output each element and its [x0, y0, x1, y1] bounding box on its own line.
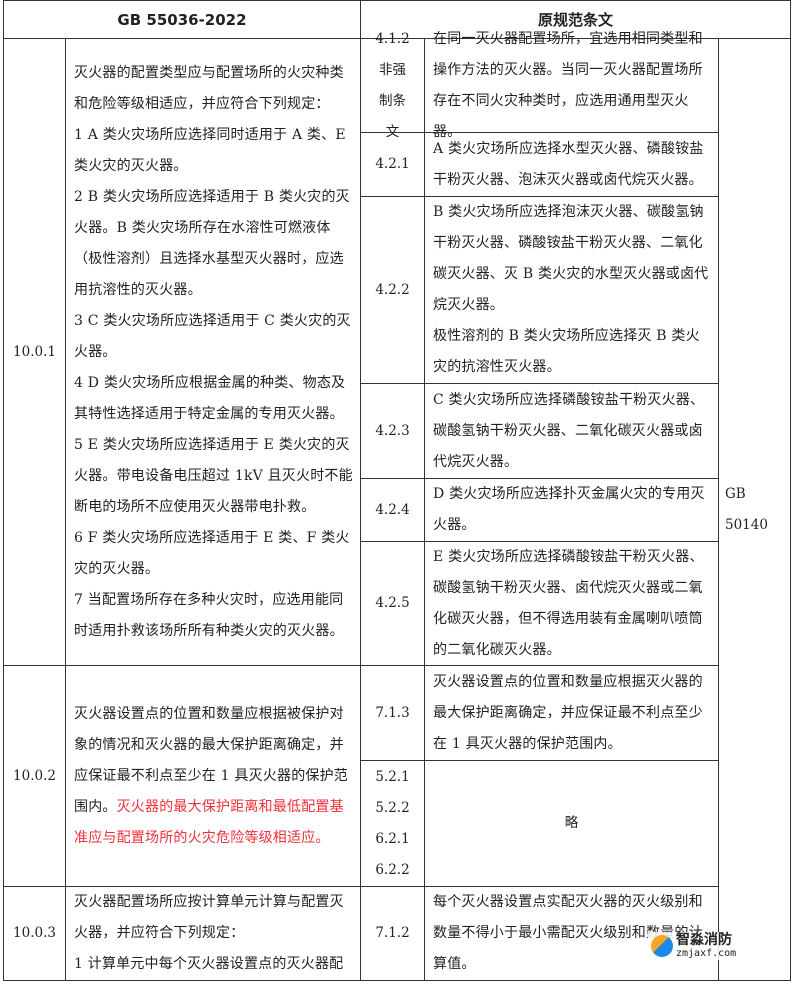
- logo-name: 智淼消防: [676, 932, 732, 948]
- clause-10-0-1: 10.0.1: [3, 38, 66, 666]
- paragraph: 灭火器设置点的位置和数量应根据灭火器的最大保护距离确定，并应保证最不利点至少在 …: [433, 673, 703, 752]
- orig-text-4-2-1: A 类火灾场所应选择水型灭火器、磷酸铵盐干粉灭火器、泡沫灭火器或卤代烷灭火器。: [424, 132, 719, 197]
- orig-num-7-1-3: 7.1.3: [360, 665, 425, 761]
- orig-num-group: 5.2.1 5.2.2 6.2.1 6.2.2: [360, 760, 425, 887]
- orig-text-omitted: 略: [424, 760, 719, 887]
- orig-text-4-2-4: D 类火灾场所应选择扑灭金属火灾的专用灭火器。: [424, 478, 719, 542]
- omitted-text: 略: [564, 815, 579, 831]
- paragraph: 6 F 类火灾场所应选择适用于 E 类、F 类火灾的灭火器。: [74, 529, 350, 577]
- text-normal: 灭火器设置点的位置和数量应根据被保护对象的情况和灭火器的最大保护距离确定，并应保…: [74, 705, 349, 815]
- logo-site: zmjaxf.com: [676, 948, 737, 959]
- orig-text-4-2-3: C 类火灾场所应选择磷酸铵盐干粉灭火器、碳酸氢钠干粉灭火器、二氧化碳灭火器或卤代…: [424, 383, 719, 479]
- orig-number: 5.2.2: [375, 799, 410, 816]
- orig-number: 4.1.2 非强制条文: [375, 30, 410, 140]
- clause-number: 10.0.1: [13, 343, 56, 360]
- paragraph: 3 C 类火灾场所应选择适用于 C 类火灾的灭火器。: [74, 312, 351, 360]
- orig-num-4-1-2: 4.1.2 非强制条文: [360, 31, 425, 140]
- orig-text-4-1-2: 在同一灭火器配置场所，宜选用相同类型和操作方法的灭火器。当同一灭火器配置场所存在…: [424, 31, 719, 140]
- paragraph: 1 计算单元中每个灭火器设置点的灭火器配: [74, 956, 344, 972]
- paragraph: 1 A 类火灾场所应选择同时适用于 A 类、E 类火灾的灭火器。: [74, 126, 346, 174]
- logo-mark-icon: [651, 935, 673, 957]
- paragraph: A 类火灾场所应选择水型灭火器、磷酸铵盐干粉灭火器、泡沫灭火器或卤代烷灭火器。: [433, 140, 704, 188]
- clause-text-10-0-1: 灭火器的配置类型应与配置场所的火灾种类和危险等级相适应，并应符合下列规定： 1 …: [65, 38, 361, 666]
- clause-10-0-2: 10.0.2: [3, 665, 66, 887]
- paragraph: E 类火灾场所应选择磷酸铵盐干粉灭火器、碳酸氢钠干粉灭火器、卤代烷灭火器或二氧化…: [433, 548, 704, 658]
- text-highlight: 灭火器的最大保护距离和最低配置基准应与配置场所的火灾危险等级相适应。: [74, 798, 344, 846]
- clause-text-10-0-2: 灭火器设置点的位置和数量应根据被保护对象的情况和灭火器的最大保护距离确定，并应保…: [65, 665, 361, 887]
- orig-number: 5.2.1: [375, 768, 410, 785]
- clause-number: 10.0.3: [13, 925, 56, 941]
- paragraph: 5 E 类火灾场所应选择适用于 E 类火灾的灭火器。带电设备电压超过 1kV 且…: [74, 436, 353, 515]
- orig-number: 7.1.3: [375, 704, 410, 721]
- header-right-text: 原规范条文: [537, 11, 613, 29]
- paragraph: 2 B 类火灾场所应选择适用于 B 类火灾的灭火器。B 类火灾场所存在水溶性可燃…: [74, 188, 350, 298]
- orig-number: 4.2.3: [375, 422, 410, 439]
- watermark-logo: 智淼消防 zmjaxf.com: [648, 932, 740, 960]
- orig-number: 4.2.2: [375, 281, 410, 298]
- header-gb55036: GB 55036-2022: [3, 0, 361, 39]
- orig-num-7-1-2: 7.1.2: [360, 886, 425, 981]
- orig-text-4-2-2: B 类火灾场所应选择泡沫灭火器、碳酸氢钠干粉灭火器、磷酸铵盐干粉灭火器、二氧化碳…: [424, 196, 719, 384]
- paragraph: D 类火灾场所应选择扑灭金属火灾的专用灭火器。: [433, 486, 705, 533]
- paragraph: 灭火器的配置类型应与配置场所的火灾种类和危险等级相适应，并应符合下列规定：: [74, 64, 344, 112]
- orig-number: 6.2.1: [375, 830, 410, 847]
- header-left-text: GB 55036-2022: [117, 10, 247, 29]
- orig-number: 6.2.2: [375, 861, 410, 878]
- orig-num-4-2-3: 4.2.3: [360, 383, 425, 479]
- paragraph: 在同一灭火器配置场所，宜选用相同类型和操作方法的灭火器。当同一灭火器配置场所存在…: [433, 30, 703, 140]
- clause-10-0-3: 10.0.3: [3, 886, 66, 981]
- clause-number: 10.0.2: [13, 767, 56, 784]
- orig-num-4-2-5: 4.2.5: [360, 541, 425, 666]
- source-standard: GB 50140: [725, 486, 768, 533]
- source-standard-cell: GB 50140: [718, 38, 791, 981]
- clause-text-10-0-3: 灭火器配置场所应按计算单元计算与配置灭火器，并应符合下列规定： 1 计算单元中每…: [65, 886, 361, 981]
- orig-num-4-2-1: 4.2.1: [360, 132, 425, 197]
- orig-num-4-2-4: 4.2.4: [360, 478, 425, 542]
- orig-number: 7.1.2: [375, 925, 410, 941]
- paragraph: 极性溶剂的 B 类火灾场所应选择灭 B 类火灾的抗溶性灭火器。: [433, 328, 700, 375]
- paragraph: B 类火灾场所应选择泡沫灭火器、碳酸氢钠干粉灭火器、磷酸铵盐干粉灭火器、二氧化碳…: [433, 204, 709, 313]
- orig-number: 4.2.4: [375, 501, 410, 518]
- paragraph: 灭火器配置场所应按计算单元计算与配置灭火器，并应符合下列规定：: [74, 894, 344, 941]
- orig-text-7-1-3: 灭火器设置点的位置和数量应根据灭火器的最大保护距离确定，并应保证最不利点至少在 …: [424, 665, 719, 761]
- paragraph: 每个灭火器设置点实配灭火器的灭火级别和数量不得小于最小需配灭火级别和数量的计算值…: [433, 894, 703, 972]
- paragraph: 灭火器设置点的位置和数量应根据被保护对象的情况和灭火器的最大保护距离确定，并应保…: [74, 699, 354, 854]
- orig-number: 4.2.5: [375, 595, 410, 611]
- paragraph: 4 D 类火灾场所应根据金属的种类、物态及其特性选择适用于特定金属的专用灭火器。: [74, 374, 346, 422]
- orig-number: 4.2.1: [375, 156, 410, 172]
- paragraph: 7 当配置场所存在多种火灾时，应选用能同时适用扑救该场所所有种类火灾的灭火器。: [74, 591, 344, 639]
- orig-text-4-2-5: E 类火灾场所应选择磷酸铵盐干粉灭火器、碳酸氢钠干粉灭火器、卤代烷灭火器或二氧化…: [424, 541, 719, 666]
- paragraph: C 类火灾场所应选择磷酸铵盐干粉灭火器、碳酸氢钠干粉灭火器、二氧化碳灭火器或卤代…: [433, 391, 705, 470]
- orig-num-4-2-2: 4.2.2: [360, 196, 425, 384]
